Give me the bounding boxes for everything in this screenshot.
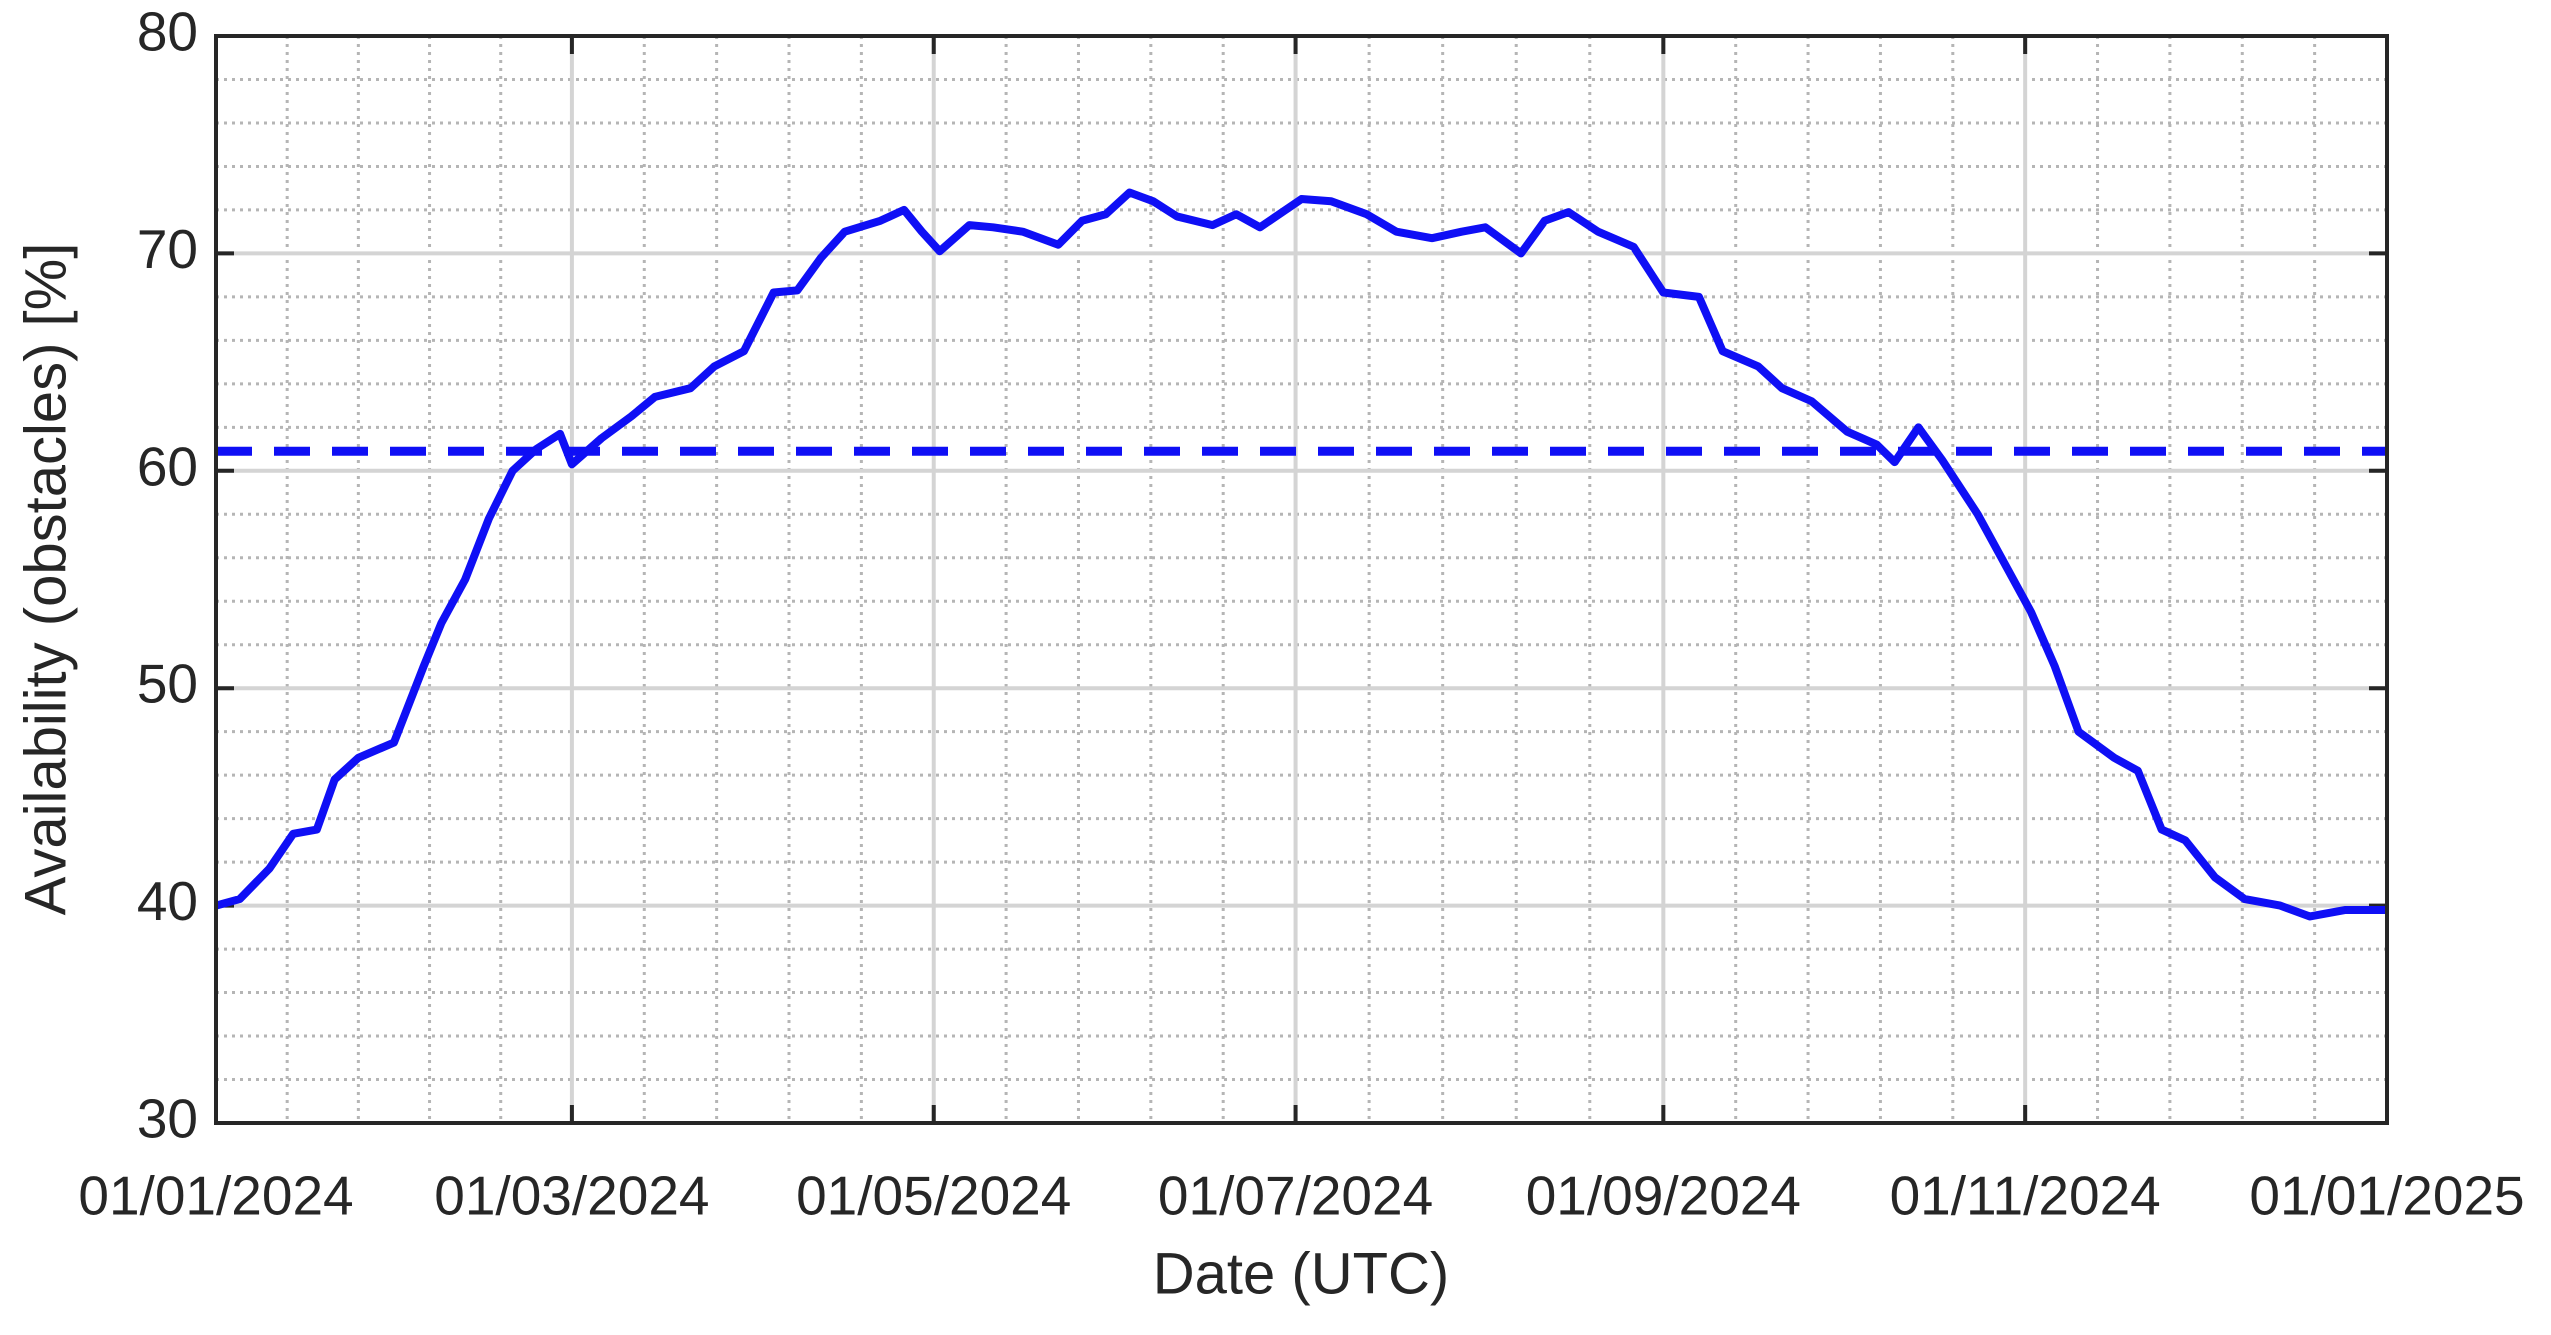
y-tick-label: 70 [137,218,198,280]
y-tick-label: 40 [137,870,198,932]
x-tick-label: 01/11/2024 [1890,1165,2161,1227]
y-tick-label: 50 [137,653,198,715]
x-tick-label: 01/09/2024 [1526,1165,1801,1227]
x-tick-label: 01/05/2024 [796,1165,1071,1227]
y-axis-title: Availability (obstacles) [%] [13,243,78,916]
y-tick-label: 30 [137,1088,198,1150]
data-line [214,188,2387,921]
x-tick-label: 01/03/2024 [434,1165,709,1227]
y-tick-label: 60 [137,435,198,497]
x-tick-label: 01/01/2024 [78,1165,353,1227]
x-tick-label: 01/01/2025 [2249,1165,2524,1227]
x-axis-title: Date (UTC) [1153,1241,1449,1306]
y-tick-label: 80 [137,1,198,63]
x-tick-label: 01/07/2024 [1158,1165,1433,1227]
plot-frame [214,34,2389,1125]
